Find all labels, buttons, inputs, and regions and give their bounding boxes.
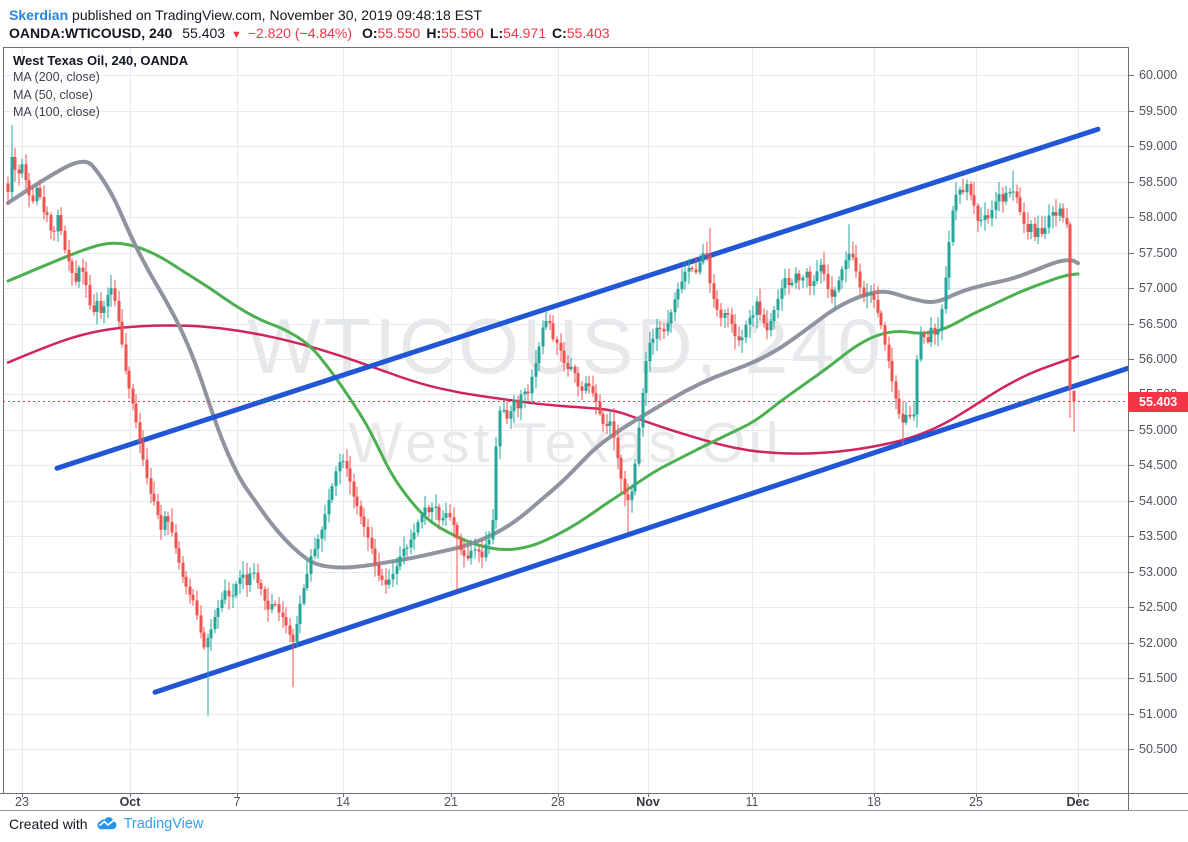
price-scale-label: 53.000	[1139, 564, 1178, 579]
symbol-title[interactable]: OANDA:WTICOUSD, 240	[9, 25, 173, 41]
price-scale-label: 55.000	[1139, 422, 1178, 437]
ohlc-key: L:	[489, 25, 504, 41]
footer-attribution: Created with TradingView	[9, 816, 203, 832]
price-scale-label: 56.000	[1139, 352, 1178, 366]
price-scale-label: 51.500	[1139, 671, 1178, 686]
ohlc-value: 54.971	[503, 25, 546, 41]
price-scale-label: 51.000	[1139, 706, 1178, 721]
price-scale-label: 57.000	[1139, 281, 1178, 296]
time-scale-day-label: 28	[551, 795, 565, 809]
price-scale-label: 54.000	[1139, 493, 1178, 508]
ohlc-value: 55.403	[566, 25, 610, 41]
ohlc-key: O:	[361, 25, 378, 41]
time-scale-day-label: 25	[969, 795, 983, 809]
price-scale-label: 59.000	[1139, 139, 1178, 154]
legend-ma-item[interactable]: MA (50, close)	[13, 87, 93, 102]
legend-symbol-title[interactable]: West Texas Oil, 240, OANDA	[13, 53, 189, 68]
published-text: published on TradingView.com, November 3…	[72, 7, 482, 23]
legend-ma-item[interactable]: MA (100, close)	[13, 105, 100, 119]
price-scale-label: 54.500	[1139, 458, 1178, 473]
price-scale-label: 58.500	[1139, 174, 1178, 189]
ohlc-values: O:55.550 H:55.560 L:54.971 C:55.403	[356, 25, 610, 41]
price-scale-label: 52.000	[1139, 635, 1178, 650]
publish-header: Skerdian published on TradingView.com, N…	[9, 6, 482, 24]
time-scale-day-label: 23	[15, 795, 29, 809]
ohlc-key: H:	[426, 25, 442, 41]
time-scale-month-label: Dec	[1066, 795, 1090, 809]
legend-ma-item[interactable]: MA (200, close)	[13, 70, 100, 84]
time-scale-day-label: 14	[336, 795, 350, 809]
price-scale-label: 59.500	[1139, 103, 1178, 118]
author-link[interactable]: Skerdian	[9, 7, 69, 23]
created-with-text: Created with	[9, 816, 88, 832]
chart-legend: West Texas Oil, 240, OANDA MA (200, clos…	[13, 52, 188, 122]
price-scale-label: 57.500	[1139, 245, 1178, 260]
tradingview-logo-icon[interactable]	[96, 816, 118, 832]
price-scale-label: 53.500	[1139, 529, 1178, 544]
time-scale-day-label: 7	[233, 795, 241, 809]
tradingview-brand-text[interactable]: TradingView	[123, 816, 204, 832]
time-scale-day-label: 18	[867, 795, 881, 809]
time-scale-month-label: Nov	[636, 795, 660, 809]
price-down-triangle-icon: ▼	[230, 29, 242, 41]
time-scale-month-label: Oct	[119, 795, 141, 809]
price-scale-label: 60.000	[1139, 68, 1178, 83]
ohlc-key: C:	[551, 25, 567, 41]
ohlc-value: 55.550	[377, 25, 421, 41]
price-scale-label: 50.500	[1139, 742, 1178, 757]
price-scale-label: 56.500	[1139, 316, 1178, 331]
last-price-tag: 55.403	[1128, 391, 1188, 412]
symbol-status-row: OANDA:WTICOUSD, 240 55.403 ▼ −2.820 (−4.…	[9, 24, 610, 44]
last-price-value: 55.403	[182, 25, 226, 41]
ohlc-value: 55.560	[441, 25, 484, 41]
time-scale-day-label: 11	[745, 795, 759, 809]
price-scale-label: 52.500	[1139, 600, 1178, 615]
price-change: −2.820 (−4.84%)	[247, 25, 353, 41]
time-scale-day-label: 21	[444, 795, 458, 809]
price-scale-label: 58.000	[1139, 210, 1178, 225]
